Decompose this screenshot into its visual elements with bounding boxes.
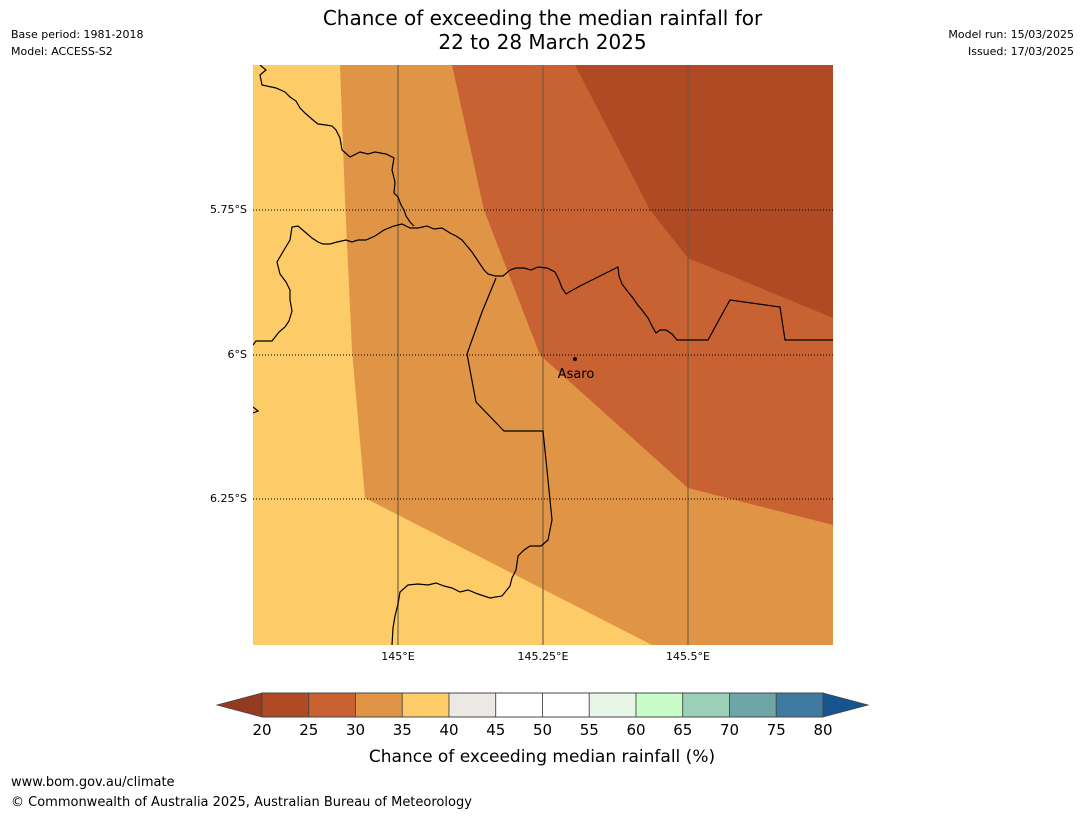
map-area: Asaro — [253, 65, 833, 645]
colorbar-tick-label: 45 — [486, 721, 505, 739]
colorbar-tick-label: 30 — [346, 721, 365, 739]
colorbar-tick-label: 35 — [393, 721, 412, 739]
boundary-west-notch — [253, 406, 260, 414]
colorbar-tick-label: 60 — [626, 721, 645, 739]
base-period-text: Base period: 1981-2018 — [11, 28, 144, 41]
lon-label-145-25: 145.25°E — [518, 650, 569, 663]
colorbar-segment — [308, 692, 356, 718]
latitude-labels: 5.75°S 6°S 6.25°S — [210, 203, 247, 505]
parallel-lines — [253, 209, 833, 500]
colorbar-segment — [261, 692, 310, 718]
province-boundaries — [253, 65, 833, 645]
colorbar-segment — [588, 692, 637, 718]
colorbar-label: Chance of exceeding median rainfall (%) — [369, 747, 715, 767]
title-line-1: Chance of exceeding the median rainfall … — [322, 6, 763, 30]
colorbar-segment — [635, 692, 684, 718]
lon-label-145-5: 145.5°E — [666, 650, 710, 663]
colorbar-ticks: 20 25 30 35 40 45 50 55 60 65 70 75 80 — [252, 721, 832, 739]
colorbar-high-extend — [822, 692, 870, 718]
colorbar-tick-label: 25 — [299, 721, 318, 739]
colorbar-segment — [729, 692, 777, 718]
colorbar-segment — [355, 692, 403, 718]
colorbar-tick-label: 55 — [580, 721, 599, 739]
title-line-2: 22 to 28 March 2025 — [438, 30, 647, 54]
model-text: Model: ACCESS-S2 — [11, 45, 113, 58]
colorbar-segment — [401, 692, 450, 718]
place-label-asaro: Asaro — [558, 367, 595, 382]
colorbar-low-extend — [215, 692, 263, 718]
lat-label-6-25: 6.25°S — [210, 492, 247, 505]
lat-label-6: 6°S — [228, 348, 247, 361]
colorbar: 20 25 30 35 40 45 50 55 60 65 70 75 80 Chance of exc… — [215, 692, 870, 767]
run-info: Model run: 15/03/2025 Issued: 17/03/2025 — [948, 26, 1074, 60]
boundary-central — [253, 223, 833, 346]
colorbar-tick-label: 70 — [720, 721, 739, 739]
footer-url: www.bom.gov.au/climate — [11, 775, 175, 790]
colorbar-tick-label: 20 — [252, 721, 271, 739]
colorbar-tick-label: 75 — [767, 721, 786, 739]
lon-label-145: 145°E — [381, 650, 414, 663]
colorbar-segment — [448, 692, 497, 718]
boundary-south — [391, 277, 553, 645]
colorbar-segment — [495, 692, 543, 718]
zone-20-25 — [575, 65, 833, 318]
base-info: Base period: 1981-2018 Model: ACCESS-S2 — [11, 26, 143, 60]
model-run-text: Model run: 15/03/2025 — [948, 28, 1074, 41]
colorbar-frame — [261, 692, 824, 718]
boundary-north — [259, 65, 415, 227]
issued-text: Issued: 17/03/2025 — [967, 45, 1074, 58]
colorbar-segment — [542, 692, 590, 718]
asaro-marker — [573, 357, 577, 361]
colorbar-tick-label: 80 — [813, 721, 832, 739]
colorbar-tick-label: 40 — [439, 721, 458, 739]
map-title: Chance of exceeding the median rainfall … — [0, 6, 1085, 54]
longitude-labels: 145°E 145.25°E 145.5°E — [381, 650, 710, 663]
colorbar-segments — [261, 692, 824, 718]
footer-copyright: © Commonwealth of Australia 2025, Austra… — [11, 795, 472, 810]
lat-label-5-75: 5.75°S — [210, 203, 247, 216]
colorbar-tick-label: 50 — [533, 721, 552, 739]
colorbar-tick-label: 65 — [673, 721, 692, 739]
colorbar-segment — [775, 692, 824, 718]
colorbar-segment — [682, 692, 730, 718]
